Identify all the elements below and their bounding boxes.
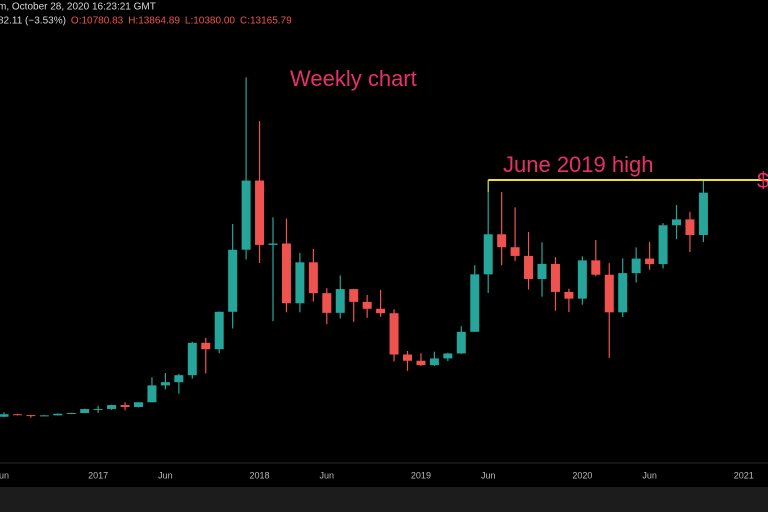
candle-body: [362, 301, 372, 309]
header-value: 82.11 (−3.53%): [0, 16, 66, 27]
candle-body: [550, 263, 560, 292]
candle-body: [308, 262, 318, 294]
candle-body: [66, 413, 76, 415]
candle-body: [26, 415, 36, 417]
header-value: O:10780.83: [71, 16, 124, 27]
candle-body: [658, 225, 668, 265]
candle-body: [120, 405, 130, 408]
candle-body: [322, 293, 332, 313]
candle-body: [456, 331, 466, 354]
candle-body: [698, 192, 708, 235]
candle-body: [524, 255, 534, 279]
annotation-label: June 2019 high: [503, 152, 653, 177]
x-tick-label: 2021: [734, 470, 754, 480]
header-value: C:13165.79: [240, 16, 292, 27]
x-tick-label: Jun: [481, 470, 496, 480]
candle-body: [672, 219, 681, 226]
candle-body: [12, 414, 22, 416]
candle-body: [389, 313, 399, 355]
x-tick-label: Jun: [642, 470, 657, 480]
chart-title: Weekly chart: [290, 66, 417, 91]
candle-body: [228, 249, 238, 312]
header-time: m, October 28, 2020 16:23:21 GMT: [0, 2, 156, 13]
candle-body: [53, 413, 63, 416]
x-tick-label: un: [0, 470, 9, 480]
edge-label: $: [757, 168, 768, 193]
candle-body: [443, 353, 453, 359]
candle-body: [241, 180, 251, 250]
x-tick-label: Jun: [158, 470, 173, 480]
candle-body: [577, 260, 587, 299]
candle-body: [134, 402, 143, 408]
x-tick-label: 2018: [250, 470, 270, 480]
candle-body: [497, 234, 507, 248]
candle-body: [376, 308, 386, 314]
x-tick-label: 2019: [411, 470, 431, 480]
candle-body: [187, 342, 197, 376]
candle-body: [591, 260, 601, 275]
candle-body: [483, 234, 493, 275]
candle-body: [335, 289, 345, 313]
candle-body: [618, 273, 628, 313]
candle-body: [107, 405, 117, 409]
candle-body: [429, 358, 439, 366]
header-value: H:13864.89: [128, 16, 180, 27]
candle-body: [416, 360, 426, 366]
candle-body: [349, 289, 359, 302]
candle-body: [80, 409, 90, 414]
candle-body: [537, 263, 547, 279]
candle-body: [268, 243, 278, 245]
candle-body: [39, 415, 49, 417]
x-tick-label: 2020: [572, 470, 592, 480]
bottom-panel: [0, 487, 768, 512]
candle-body: [214, 311, 224, 350]
candle-body: [0, 414, 9, 417]
x-tick-label: 2017: [88, 470, 108, 480]
candle-body: [604, 274, 614, 313]
candle-body: [295, 262, 305, 304]
candle-body: [93, 408, 103, 410]
x-tick-label: Jun: [320, 470, 335, 480]
header-value: L:10380.00: [185, 16, 235, 27]
candle-body: [403, 354, 412, 361]
candle-body: [510, 247, 520, 256]
candle-body: [147, 385, 157, 403]
candle-body: [470, 274, 480, 332]
candle-body: [564, 291, 574, 299]
candle-body: [201, 342, 211, 350]
candle-body: [631, 258, 641, 274]
candle-body: [174, 375, 184, 383]
candle-body: [281, 243, 291, 304]
candle-body: [160, 382, 170, 386]
candle-body: [685, 219, 695, 235]
candle-body: [255, 180, 265, 245]
candle-body: [645, 258, 655, 265]
